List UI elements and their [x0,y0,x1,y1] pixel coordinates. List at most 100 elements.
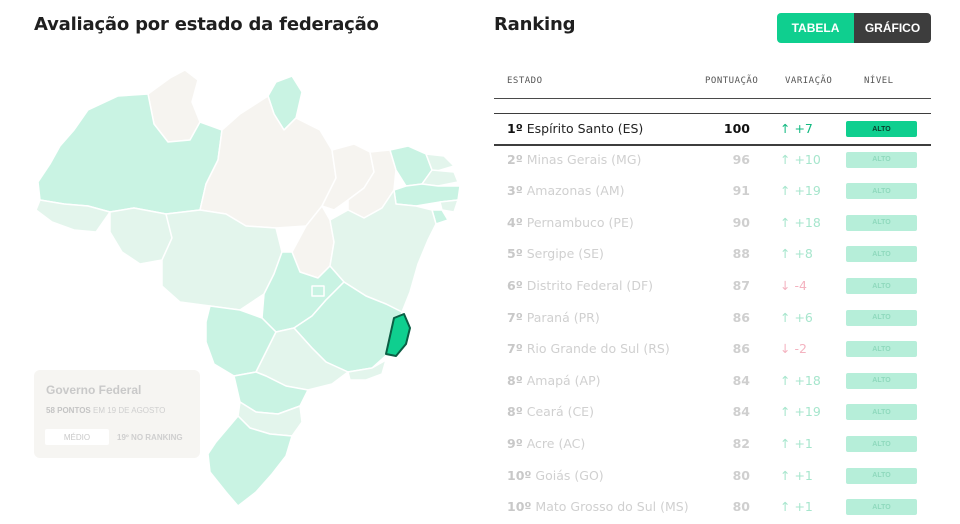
row-variation: ↑ +1 [780,468,813,483]
row-state: Paraná (PR) [522,309,600,325]
row-state-name: 8º Amapá (AP) [507,373,601,388]
row-state-name: 2º Minas Gerais (MG) [507,152,641,167]
arrow-up-icon: ↑ [780,372,791,388]
row-variation: ↑ +6 [780,310,813,325]
map-state-sp[interactable] [255,327,349,391]
row-variation-value: +8 [790,246,813,262]
view-toggle: TABELA GRÁFICO [777,13,931,43]
map-state-al[interactable] [439,199,459,213]
row-position: 6º [507,278,523,293]
table-row[interactable]: 10º Goiás (GO) 80 ↑ +1 ALTO [494,461,931,492]
row-score: 90 [732,214,750,230]
row-state: Sergipe (SE) [522,246,604,262]
row-score: 96 [732,151,750,167]
arrow-up-icon: ↑ [780,467,791,483]
row-level-badge: ALTO [846,436,917,452]
table-row[interactable]: 10º Mato Grosso do Sul (MS) 80 ↑ +1 ALTO [494,492,931,523]
row-state-name: 7º Paraná (PR) [507,310,600,325]
col-header-state[interactable]: ESTADO [507,76,543,86]
federal-points: 58 PONTOS EM 19 DE AGOSTO [46,406,166,415]
table-row[interactable]: 7º Rio Grande do Sul (RS) 86 ↓ -2 ALTO [494,334,931,365]
row-score: 88 [732,246,750,262]
federal-government-card[interactable]: Governo Federal 58 PONTOS EM 19 DE AGOST… [34,370,200,458]
table-row[interactable]: 7º Paraná (PR) 86 ↑ +6 ALTO [494,303,931,334]
row-state-name: 6º Distrito Federal (DF) [507,278,653,293]
table-row[interactable]: 8º Ceará (CE) 84 ↑ +19 ALTO [494,397,931,428]
row-state-name: 10º Mato Grosso do Sul (MS) [507,499,689,514]
row-level-badge: ALTO [846,499,917,516]
row-state: Minas Gerais (MG) [522,151,642,167]
row-level-badge: ALTO [846,214,917,231]
map-state-pa[interactable] [199,95,337,229]
federal-level-badge: MÉDIO [45,429,109,445]
row-state: Amapá (AP) [522,372,601,388]
row-position: 7º [507,341,523,357]
table-row[interactable]: 1º Espírito Santo (ES) 100 ↑ +7 ALTO [494,113,931,146]
row-state-name: 5º Sergipe (SE) [507,246,604,261]
map-state-rj[interactable] [347,359,387,381]
col-header-variation[interactable]: VARIAÇÃO [785,76,833,86]
arrow-up-icon: ↑ [780,121,791,136]
table-row[interactable]: 5º Sergipe (SE) 88 ↑ +8 ALTO [494,239,931,270]
map-state-ac[interactable] [35,199,111,233]
tab-table[interactable]: TABELA [777,13,854,43]
map-state-es[interactable] [385,313,411,357]
row-position: 10º [507,499,532,515]
table-row[interactable]: 8º Amapá (AP) 84 ↑ +18 ALTO [494,366,931,397]
row-level-badge: ALTO [846,467,917,484]
row-score: 86 [732,341,750,357]
federal-rank: 19º NO RANKING [117,433,183,442]
row-variation-value: +10 [790,151,821,167]
map-state-ro[interactable] [109,207,173,265]
row-state: Amazonas (AM) [522,183,625,199]
row-variation-value: +6 [790,309,813,325]
table-row[interactable]: 6º Distrito Federal (DF) 87 ↓ -4 ALTO [494,271,931,302]
map-state-rs[interactable] [207,415,293,507]
row-state: Pernambuco (PE) [522,214,634,230]
table-row[interactable]: 9º Acre (AC) 82 ↑ +1 ALTO [494,429,931,460]
row-score: 87 [732,278,750,293]
row-state: Acre (AC) [522,436,586,451]
row-level-badge: ALTO [846,372,917,389]
row-level-badge: ALTO [846,246,917,263]
row-position: 8º [507,372,523,388]
row-score: 84 [732,404,750,420]
row-state-name: 3º Amazonas (AM) [507,183,624,198]
row-position: 7º [507,309,523,325]
row-state-name: 10º Goiás (GO) [507,468,604,483]
header-divider [494,98,931,99]
arrow-down-icon: ↓ [780,278,791,293]
col-header-score[interactable]: PONTUAÇÃO [705,76,759,86]
row-variation: ↑ +18 [780,215,821,230]
row-variation: ↑ +1 [780,436,813,451]
row-score: 86 [732,309,750,325]
map-section-title: Avaliação por estado da federação [34,14,379,35]
arrow-up-icon: ↑ [780,436,791,451]
row-level-badge: ALTO [846,121,917,137]
row-state-name: 7º Rio Grande do Sul (RS) [507,341,670,356]
row-variation: ↓ -2 [780,341,807,356]
row-variation: ↑ +10 [780,152,821,167]
row-state-name: 4º Pernambuco (PE) [507,215,634,230]
arrow-up-icon: ↑ [780,214,791,230]
row-position: 2º [507,151,523,167]
arrow-up-icon: ↑ [780,151,791,167]
row-variation: ↓ -4 [780,278,807,293]
map-state-df[interactable] [311,285,325,297]
table-row[interactable]: 2º Minas Gerais (MG) 96 ↑ +10 ALTO [494,145,931,176]
table-row[interactable]: 3º Amazonas (AM) 91 ↑ +19 ALTO [494,176,931,207]
row-state: Rio Grande do Sul (RS) [522,341,670,357]
col-header-level[interactable]: NÍVEL [864,76,894,86]
row-variation-value: +19 [790,183,821,199]
federal-title: Governo Federal [46,383,142,397]
row-score: 82 [732,436,750,451]
map-state-rn[interactable] [425,153,455,173]
table-row[interactable]: 4º Pernambuco (PE) 90 ↑ +18 ALTO [494,208,931,239]
arrow-up-icon: ↑ [780,404,791,420]
row-variation: ↑ +8 [780,246,813,261]
row-variation: ↑ +1 [780,499,813,514]
tab-chart[interactable]: GRÁFICO [854,13,931,43]
row-variation-value: +19 [790,404,821,420]
row-state: Ceará (CE) [522,404,594,420]
brazil-map [35,69,461,507]
